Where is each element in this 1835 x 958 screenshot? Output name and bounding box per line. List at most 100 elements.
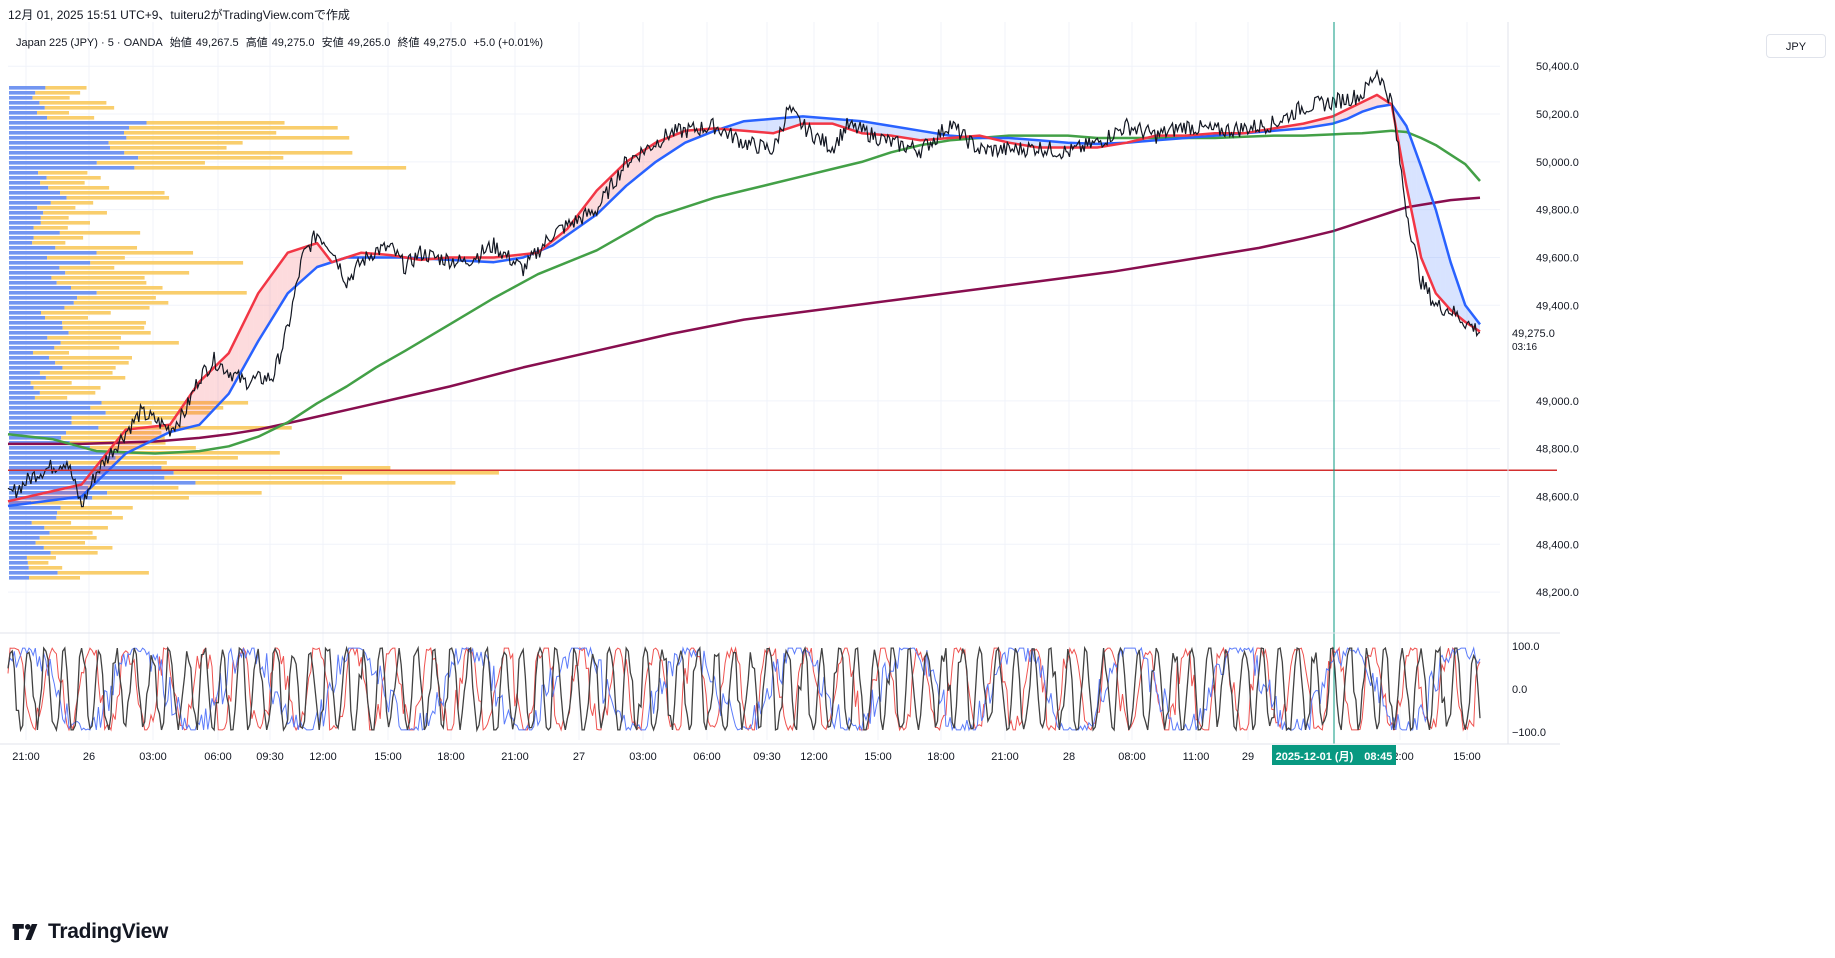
vp-bar-down [40,311,111,315]
vp-bar-up [9,526,45,530]
vp-bar-up [9,561,28,565]
ema-fill-band [57,488,62,500]
time-tick-label: 09:30 [753,751,781,763]
ema-fill-band [1435,209,1441,299]
ema-fill-band [650,142,656,166]
vp-bar-up [9,576,30,580]
vp-bar-down [62,321,146,325]
ema-fill-band [150,426,156,442]
ema-fill-band [1430,195,1436,294]
vp-bar-down [105,411,212,415]
ema-fill-band [665,136,671,156]
osc-tick-label: 100.0 [1512,641,1540,653]
ema-fill-band [61,487,67,500]
vp-bar-up [9,141,109,145]
high-label: 高値 [245,37,268,49]
ema-fill-band [277,259,283,310]
vp-bar-down [39,101,107,105]
vp-bar-up [9,391,40,395]
high-value: 49,275.0 [271,37,315,49]
ema-fill-band [896,126,902,138]
ema-fast-line [7,93,1481,503]
ema-fill-band [758,119,764,133]
vp-bar-down [61,436,165,440]
vp-bar-up [9,481,196,485]
vp-bar-down [26,556,56,560]
vp-bar-up [9,451,127,455]
vp-bar-down [89,446,196,450]
vp-bar-up [9,91,36,95]
vp-bar-up [9,461,69,465]
vp-bar-down [48,356,132,360]
vp-bar-up [9,416,72,420]
close-label: 終値 [397,37,420,49]
vp-bar-up [9,341,61,345]
ema-fill-band [866,122,872,134]
ema-fill-band [1043,140,1049,148]
ema-fill-band [640,149,646,174]
ema-fill-band [631,155,637,182]
ema-fill-band [184,396,190,429]
price-tick-label: 50,000.0 [1536,157,1579,169]
vp-bar-up [9,241,33,245]
vp-bar-down [71,286,163,290]
ema-fill-band [243,313,249,368]
vp-bar-up [9,156,139,160]
vp-bar-down [44,526,108,530]
vp-bar-up [9,346,55,350]
vp-bar-down [39,536,97,540]
time-tick-label: 03:00 [629,751,657,763]
vp-bar-down [57,511,112,515]
bar-countdown-label: 03:16 [1512,342,1537,353]
ema-fill-band [611,171,617,201]
vp-bar-up [9,396,35,400]
ema-fill-band [322,249,327,266]
vp-bar-down [54,346,120,350]
vp-bar-down [59,266,115,270]
low-value: 49,265.0 [347,37,391,49]
vp-bar-up [9,371,40,375]
time-tick-label: 11:00 [1183,751,1210,763]
ema-fill-band [1372,94,1377,109]
vp-bar-up [9,221,41,225]
ema-fill-band [670,134,676,153]
ema-fill-band [307,244,313,276]
price-tick-label: 49,400.0 [1536,300,1579,312]
time-tick-label: 21:00 [12,751,40,763]
vp-bar-up [9,211,44,215]
ema-fill-band [1033,139,1039,148]
vp-bar-up [9,231,60,235]
low-label: 安値 [321,37,344,49]
volume-profile [9,86,499,580]
vp-bar-down [32,351,70,355]
ema-fill-band [871,122,877,135]
price-lines [7,22,1557,744]
ema-fill-band [807,116,813,124]
vp-bar-down [57,571,149,575]
last-price-label: 49,275.0 [1512,328,1555,340]
vp-bar-up [9,216,41,220]
vp-bar-down [164,476,343,480]
vp-bar-up [9,311,41,315]
vp-bar-down [28,566,63,570]
currency-button[interactable]: JPY [1766,34,1826,58]
symbol-name[interactable]: Japan 225 (JPY) · 5 · OANDA [16,37,163,49]
ema-fill-band [881,124,887,136]
vp-bar-up [9,376,46,380]
vp-bar-down [43,211,107,215]
time-tick-label: 18:00 [927,751,955,763]
vp-bar-down [98,426,292,430]
tradingview-logo[interactable]: TradingView [12,920,168,944]
vp-bar-down [40,216,69,220]
ema-fill-band [52,490,58,501]
time-tick-label: 09:30 [256,751,284,763]
vp-bar-down [138,156,284,160]
vp-bar-down [30,381,72,385]
price-tick-label: 50,400.0 [1536,61,1579,73]
ema-fill-band [145,426,151,444]
time-tick-label: 06:00 [204,751,232,763]
ema-fill-band [292,249,298,289]
vp-bar-down [31,521,72,525]
vp-bar-down [35,91,81,95]
